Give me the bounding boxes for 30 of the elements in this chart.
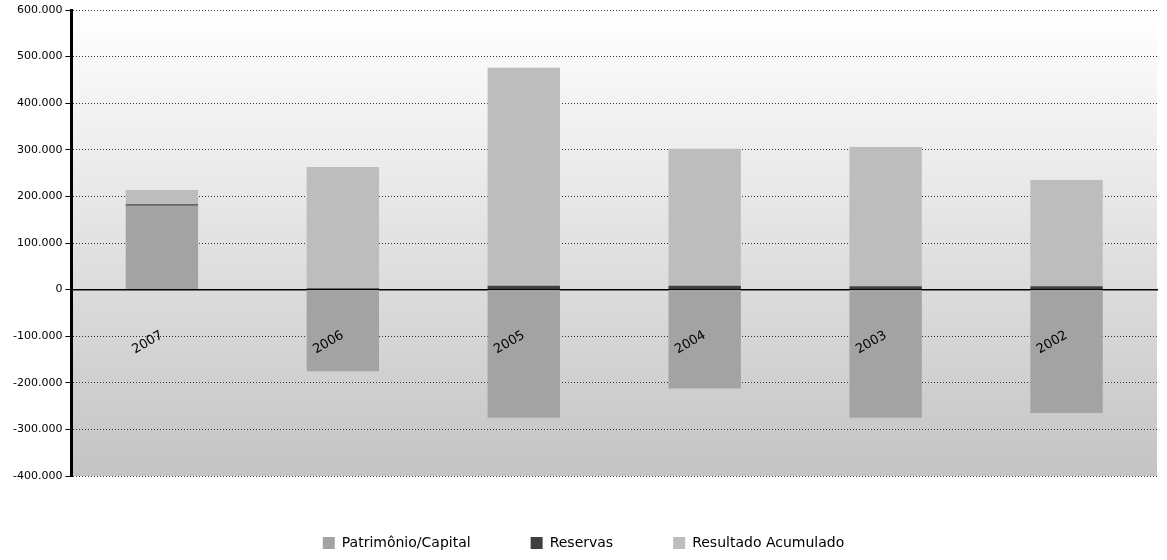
y-tick-label: 400.000 xyxy=(16,96,63,110)
y-tick-label: -400.000 xyxy=(12,468,63,482)
y-tick-label: 200.000 xyxy=(16,189,63,203)
legend-label: Resultado Acumulado xyxy=(692,533,845,550)
bar xyxy=(487,285,560,290)
y-tick-label: 500.000 xyxy=(16,49,63,63)
legend-label: Reservas xyxy=(549,533,614,550)
bar xyxy=(849,286,922,290)
bar xyxy=(125,189,199,205)
y-tick-label: 0 xyxy=(55,282,63,296)
bar xyxy=(487,67,560,286)
bar xyxy=(125,205,199,290)
bar xyxy=(668,285,741,290)
bar xyxy=(849,147,922,287)
y-tick-label: 100.000 xyxy=(16,235,63,249)
y-tick-label: 600.000 xyxy=(16,2,63,16)
bar xyxy=(668,290,741,389)
bar xyxy=(487,290,560,418)
bar xyxy=(668,148,741,286)
y-tick-label: -200.000 xyxy=(12,375,63,389)
y-tick-label: 300.000 xyxy=(16,142,63,156)
bar xyxy=(1030,290,1103,414)
bar xyxy=(306,290,380,372)
y-tick-label: -100.000 xyxy=(12,329,63,343)
y-tick-label: -300.000 xyxy=(12,422,63,436)
bar xyxy=(306,167,380,289)
bar xyxy=(1030,286,1103,290)
bar xyxy=(849,290,922,418)
bar xyxy=(1030,180,1103,287)
legend-label: Patrimônio/Capital xyxy=(341,533,471,550)
